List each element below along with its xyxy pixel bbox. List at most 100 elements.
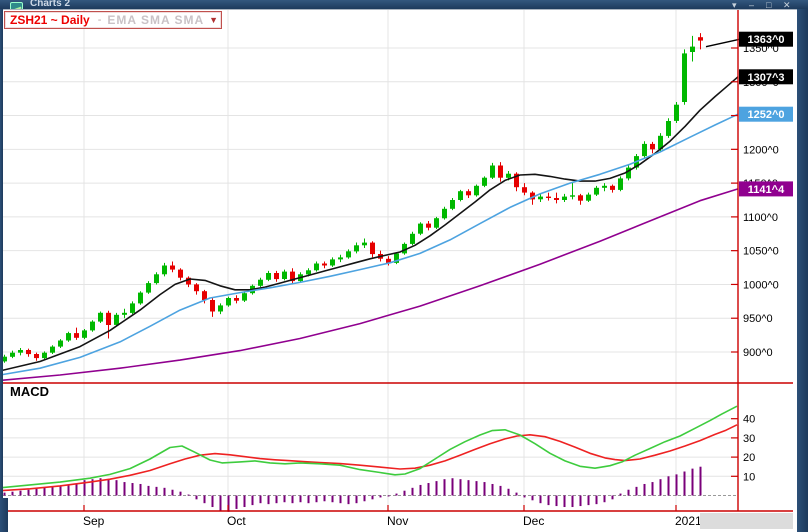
candlestick xyxy=(42,352,47,359)
candlestick xyxy=(450,200,455,209)
candlestick xyxy=(562,196,567,200)
window-corner xyxy=(0,498,8,532)
candlestick xyxy=(434,218,439,228)
candlestick xyxy=(474,185,479,196)
candlestick xyxy=(66,333,71,341)
candlestick xyxy=(610,185,615,190)
time-axis-label: Dec xyxy=(523,514,544,528)
candlestick xyxy=(546,196,551,198)
macd-panel-label: MACD xyxy=(10,384,49,399)
price-badge xyxy=(739,31,793,47)
price-badge-label: 1141^4 xyxy=(748,184,785,196)
maximize-icon[interactable]: □ xyxy=(766,0,772,10)
candlestick xyxy=(58,340,63,347)
candlestick xyxy=(226,298,231,306)
candlestick xyxy=(98,312,103,322)
candlestick xyxy=(482,177,487,186)
candlestick xyxy=(202,291,207,300)
time-axis-label: Oct xyxy=(227,514,246,528)
price-axis-label: 1000^0 xyxy=(743,279,779,291)
candlestick xyxy=(82,330,87,338)
price-axis-label: 1100^0 xyxy=(743,212,778,224)
candlestick xyxy=(538,196,543,200)
price-badge-label: 1252^0 xyxy=(747,109,784,121)
indicators-label: EMA SMA SMA xyxy=(107,13,205,27)
candlestick xyxy=(130,303,135,313)
candlestick xyxy=(602,185,607,188)
candlestick xyxy=(674,104,679,121)
candlestick xyxy=(530,192,535,200)
candlestick xyxy=(514,173,519,188)
gridlines xyxy=(3,10,738,511)
candlestick xyxy=(498,165,503,178)
candlestick xyxy=(698,37,703,41)
horizontal-scrollbar[interactable] xyxy=(700,513,793,529)
candlestick xyxy=(210,300,215,312)
candlestick xyxy=(586,194,591,201)
candlestick xyxy=(394,253,399,263)
time-axis-label: Nov xyxy=(387,514,408,528)
candlestick xyxy=(410,233,415,244)
candlestick xyxy=(690,46,695,52)
candlestick xyxy=(650,143,655,150)
candlestick xyxy=(138,292,143,304)
minimize-icon[interactable]: – xyxy=(749,0,755,10)
candlestick xyxy=(106,312,111,325)
candlestick xyxy=(146,283,151,293)
candlestick xyxy=(466,191,471,196)
price-badge xyxy=(739,69,793,85)
macd-axis-label: 20 xyxy=(743,452,755,464)
candlestick xyxy=(242,293,247,301)
macd-axis-label: 10 xyxy=(743,471,755,483)
candlestick xyxy=(554,198,559,200)
candlestick xyxy=(490,165,495,178)
price-badge-label: 1307^3 xyxy=(747,72,784,84)
sma-blue-line xyxy=(0,113,739,376)
macd-axis-label: 40 xyxy=(743,414,755,426)
chart-background xyxy=(0,9,797,532)
candlestick xyxy=(522,187,527,193)
candlestick xyxy=(90,321,95,331)
price-axis-label: 1050^0 xyxy=(743,246,779,258)
candlestick xyxy=(386,258,391,263)
ema-black-line xyxy=(0,76,739,372)
pin-icon[interactable]: ▾ xyxy=(732,0,737,10)
candlestick xyxy=(306,270,311,275)
macd-axis-label: 30 xyxy=(743,433,755,445)
close-icon[interactable]: ✕ xyxy=(783,0,791,10)
candlestick xyxy=(274,273,279,280)
candlestick xyxy=(282,271,287,279)
candlestick xyxy=(234,298,239,301)
window-title: Charts 2 xyxy=(30,0,71,9)
price-badge-label: 1363^0 xyxy=(747,34,784,46)
price-badge xyxy=(739,106,793,122)
candlestick xyxy=(186,277,191,285)
candlestick xyxy=(194,284,199,292)
candlestick xyxy=(642,143,647,157)
candlestick xyxy=(218,305,223,312)
candlestick xyxy=(10,352,15,357)
window-titlebar[interactable]: Charts 2 ▾ – □ ✕ xyxy=(0,0,808,9)
price-badge xyxy=(739,181,793,197)
candlestick xyxy=(2,356,7,362)
candlestick xyxy=(594,187,599,195)
chevron-down-icon[interactable]: ▼ xyxy=(209,14,218,25)
symbol-timeframe-label: ZSH21 ~ Daily xyxy=(10,13,90,27)
candlestick xyxy=(354,245,359,252)
price-axis-label: 950^0 xyxy=(743,313,773,325)
price-axis-label: 1200^0 xyxy=(743,144,779,156)
candlestick xyxy=(170,265,175,270)
legend-separator: - xyxy=(97,14,102,26)
candlestick xyxy=(178,269,183,278)
candlestick xyxy=(122,312,127,315)
window-right-border xyxy=(797,0,808,532)
price-badges: 1363^0 1307^3 1252^0 1141^4 xyxy=(739,31,793,197)
candlestick xyxy=(314,263,319,271)
candlestick xyxy=(114,314,119,325)
candlestick xyxy=(618,178,623,190)
symbol-legend[interactable]: ZSH21 ~ Daily - EMA SMA SMA ▼ xyxy=(4,11,222,29)
candlestick xyxy=(418,223,423,234)
candlestick xyxy=(666,121,671,136)
